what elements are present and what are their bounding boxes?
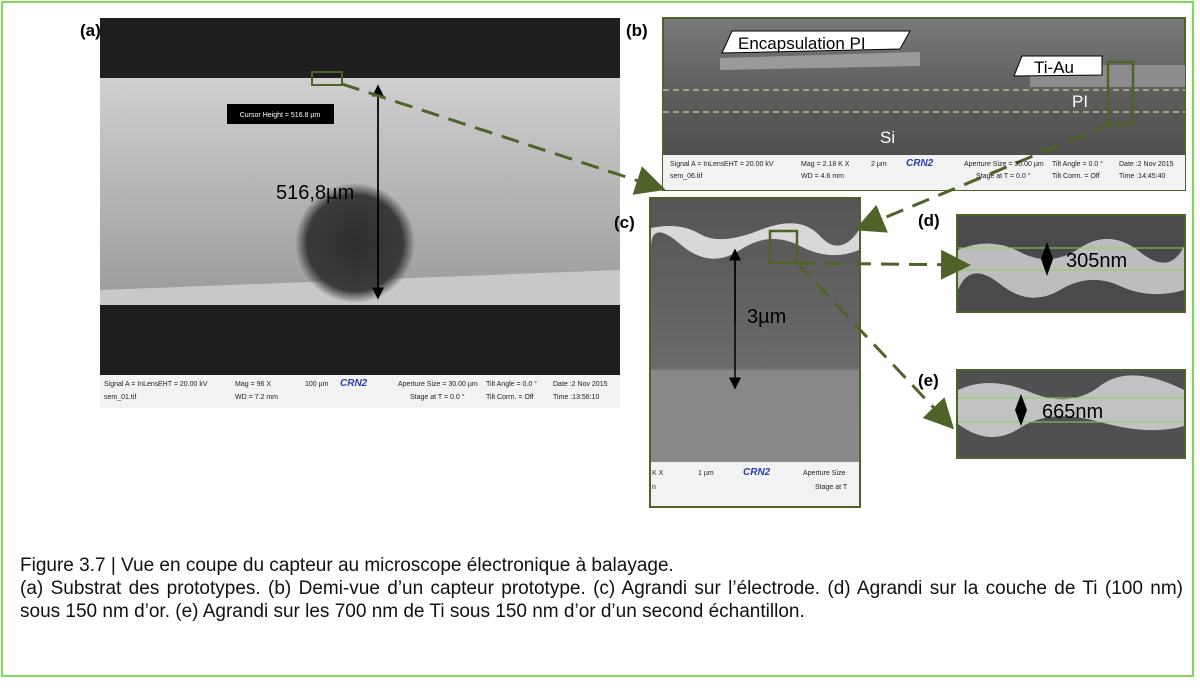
caption-text: (a) Substrat des prototypes. (b) Demi-vu… [20,578,1183,622]
info-text: 100 µm [305,381,329,388]
info-text: Aperture Size = 30.00 µm [398,381,478,388]
annotation: PI [1072,92,1088,111]
panel-b: Encapsulation PI Ti-Au PI Si (b) [626,17,1186,191]
figure-frame [1,1,1194,677]
info-text: Tilt Corrn. = Off [1052,173,1100,180]
measure: 665nm [1042,401,1103,423]
info-text: Tilt Angle = 0.0 ° [486,380,537,388]
info-text: Stage at T [815,484,848,491]
annotation: Ti-Au [1034,58,1074,77]
panel-label: (d) [918,211,940,230]
connectors [341,82,1111,430]
info-text: Mag = 96 X [235,381,271,388]
info-text: Mag = 2.18 K X [801,161,850,168]
info-text: Tilt Angle = 0.0 ° [1052,160,1103,168]
info-text: EHT = 20.00 kV [724,161,774,168]
info-text: Time :13:56:10 [553,394,600,401]
info-text: Stage at T = 0.0 ° [976,172,1031,180]
caption: Figure 3.7 | Vue en coupe du capteur au … [20,554,1183,623]
annotation: Encapsulation PI [738,34,866,53]
info-text: Signal A = InLens [670,161,725,168]
info-text: Stage at T = 0.0 ° [410,393,465,401]
caption-title: Figure 3.7 | Vue en coupe du capteur au … [20,555,674,576]
info-text: sem_01.tif [104,394,136,401]
panel-label: (e) [918,371,939,390]
info-text: Tilt Corrn. = Off [486,394,534,401]
info-text: WD = 7.2 mm [235,394,278,401]
panel-label: (c) [614,213,635,232]
annotation: Si [880,128,895,147]
info-text: Time :14:45:40 [1119,173,1166,180]
info-text: sem_06.tif [670,173,702,180]
info-text: WD = 4.6 mm [801,173,844,180]
info-text: Aperture Size = 30.00 µm [964,161,1044,168]
info-text: K X [652,470,664,477]
cursor-height: Cursor Height = 516.8 µm [240,112,321,119]
measure: 3µm [747,306,786,328]
panel-d: 305nm (d) [918,211,1186,313]
info-text: Aperture Size [803,470,846,477]
panel-label: (a) [80,21,101,40]
panel-label: (b) [626,21,648,40]
info-text: EHT = 20.00 kV [158,381,208,388]
info-text: 2 µm [871,161,887,168]
info-text: Signal A = InLens [104,381,159,388]
measure: 516,8µm [276,182,354,204]
info-text: CRN2 [906,158,934,169]
info-text: Date :2 Nov 2015 [1119,161,1174,168]
info-text: Date :2 Nov 2015 [553,381,608,388]
figure: Cursor Height = 516.8 µm 516,8µm (a) Enc… [80,17,1186,508]
info-text: CRN2 [743,467,771,478]
info-text: n [652,484,656,491]
info-text: 1 µm [698,470,714,477]
measure: 305nm [1066,250,1127,272]
info-text: CRN2 [340,378,368,389]
panel-e: 665nm (e) [918,369,1186,459]
panel-c: 3µm (c) [614,197,861,508]
panel-a: Cursor Height = 516.8 µm 516,8µm (a) [80,18,620,408]
